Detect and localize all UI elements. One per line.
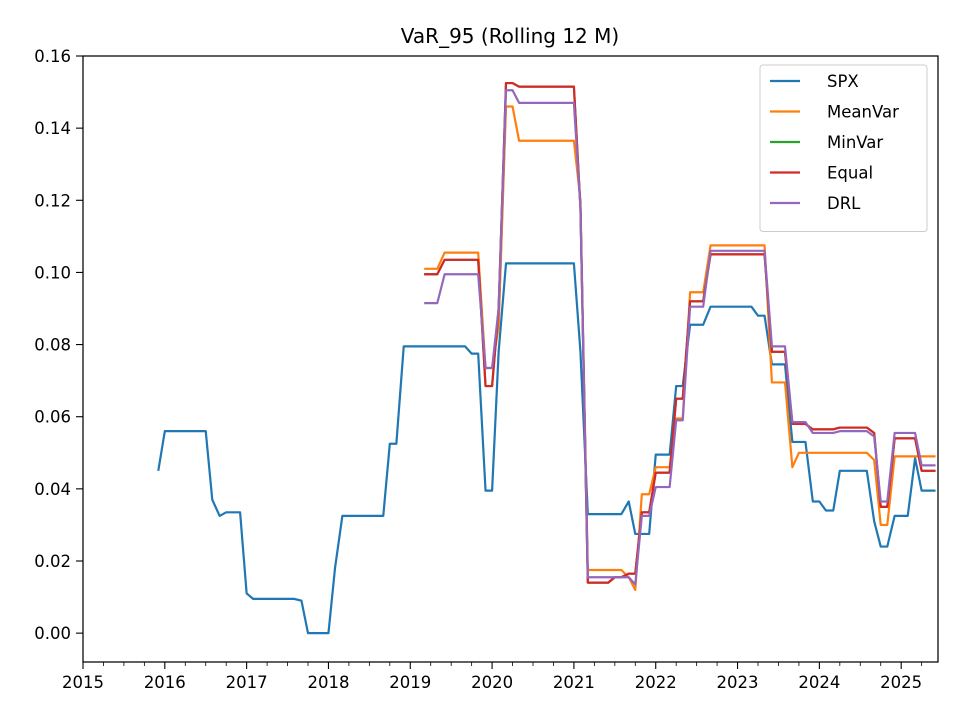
legend-label: MinVar (827, 133, 883, 152)
x-tick-label: 2025 (880, 673, 922, 692)
chart-title: VaR_95 (Rolling 12 M) (401, 24, 619, 48)
y-tick-label: 0.02 (34, 552, 71, 571)
series-line-equal (424, 81, 936, 584)
x-tick-label: 2015 (62, 673, 104, 692)
legend-label: DRL (827, 194, 861, 213)
series-line-drl (424, 89, 936, 586)
legend-label: SPX (827, 72, 859, 91)
x-tick-label: 2018 (307, 673, 349, 692)
y-axis: 0.00 0.02 0.04 0.06 0.08 0.10 0.12 0.14 0.16 (34, 47, 83, 643)
series-line-spx (157, 262, 936, 635)
x-axis: 2015 2016 2017 2018 2019 2020 2021 2022 2023 2024… (62, 662, 922, 692)
y-tick-label: 0.08 (34, 336, 71, 355)
legend-label: MeanVar (827, 103, 899, 122)
y-tick-label: 0.00 (34, 624, 71, 643)
y-tick-label: 0.04 (34, 480, 71, 499)
x-tick-label: 2022 (635, 673, 677, 692)
x-tick-label: 2024 (798, 673, 840, 692)
y-tick-label: 0.12 (34, 191, 71, 210)
x-tick-label: 2020 (471, 673, 513, 692)
x-tick-label: 2021 (553, 673, 595, 692)
plot-frame (82, 55, 939, 663)
x-tick-label: 2017 (226, 673, 268, 692)
legend: SPX MeanVar MinVar Equal DRL (759, 64, 928, 232)
x-tick-label: 2023 (717, 673, 759, 692)
series-line-meanvar (424, 105, 936, 591)
series-layer (157, 81, 936, 635)
x-tick-label: 2016 (144, 673, 186, 692)
legend-label: Equal (827, 164, 873, 183)
y-tick-label: 0.14 (34, 119, 71, 138)
y-tick-label: 0.16 (34, 47, 71, 66)
legend-box (759, 64, 928, 232)
y-tick-label: 0.06 (34, 408, 71, 427)
x-tick-label: 2019 (389, 673, 431, 692)
y-tick-label: 0.10 (34, 263, 71, 282)
